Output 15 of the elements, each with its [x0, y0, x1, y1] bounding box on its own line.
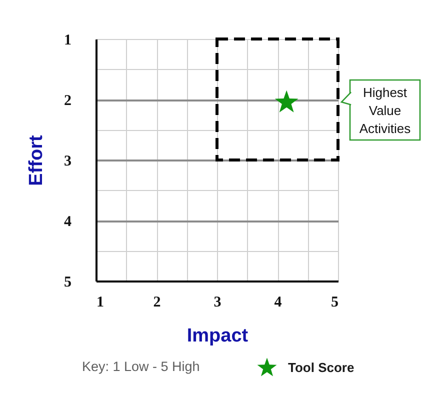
x-tick-label: 1 — [96, 294, 104, 310]
y-tick-label: 4 — [64, 214, 72, 230]
x-tick-label: 4 — [274, 294, 282, 310]
y-tick-label: 1 — [64, 32, 72, 48]
x-tick-label: 3 — [214, 294, 222, 310]
y-tick-label: 3 — [64, 154, 72, 170]
text: Highest Value Activities — [359, 85, 412, 136]
y-tick-label: 5 — [64, 274, 72, 290]
y-axis-title: Effort — [26, 134, 47, 186]
x-axis-title: Impact — [186, 326, 249, 346]
legend-label: Tool Score — [288, 360, 354, 375]
y-tick-label: 2 — [64, 93, 72, 109]
x-tick-label: 5 — [331, 294, 338, 310]
text: Key: 1 Low - 5 High — [82, 359, 200, 374]
x-tick-label: 2 — [153, 294, 161, 310]
